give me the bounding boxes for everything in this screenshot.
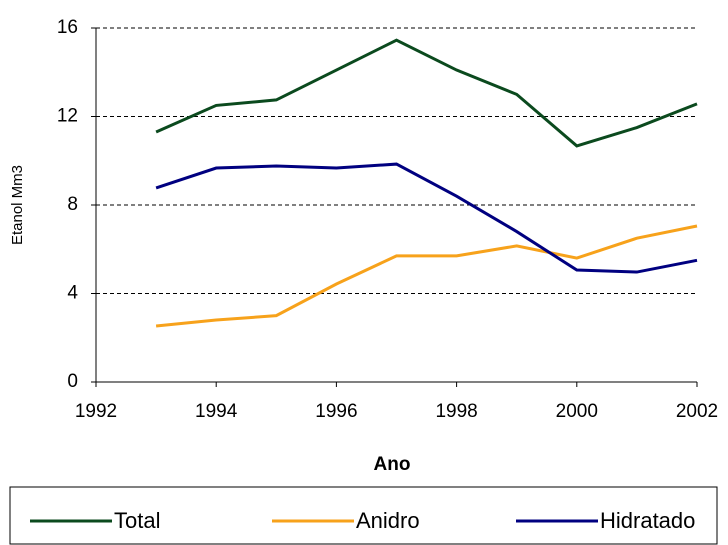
x-tick-label: 1994	[195, 401, 238, 422]
y-axis-label: Etanol Mm3	[9, 165, 26, 245]
x-tick-label: 1992	[75, 401, 117, 422]
series-line	[155, 162, 698, 274]
legend-label: Hidratado	[600, 508, 695, 533]
series-line	[155, 224, 698, 328]
x-tick-label: 2000	[556, 401, 598, 422]
x-tick-label: 1998	[435, 401, 477, 422]
y-tick-label: 0	[67, 371, 78, 392]
legend-label: Total	[114, 508, 160, 533]
x-tick-label: 1996	[315, 401, 357, 422]
y-tick-label: 16	[57, 17, 78, 38]
x-axis-label: Ano	[374, 454, 411, 475]
y-tick-label: 12	[57, 106, 78, 127]
legend-box	[9, 486, 718, 545]
legend-label: Anidro	[356, 508, 420, 533]
series-line	[155, 38, 698, 148]
y-tick-label: 8	[67, 194, 78, 215]
y-tick-label: 4	[67, 283, 78, 304]
x-tick-label: 2002	[676, 401, 718, 422]
